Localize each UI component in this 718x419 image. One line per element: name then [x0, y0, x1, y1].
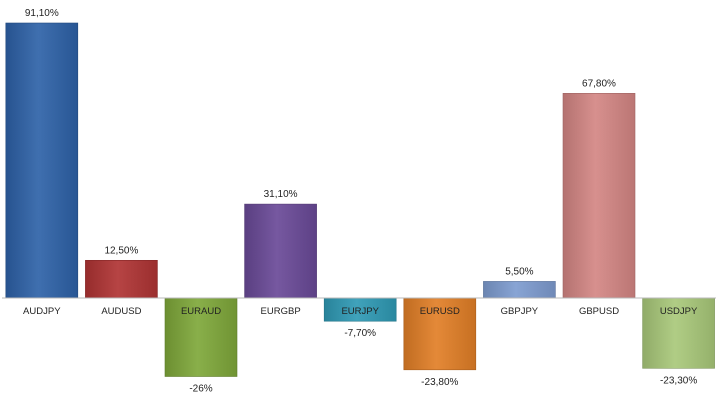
category-label-audjpy: AUDJPY [23, 306, 61, 317]
category-label-eurjpy: EURJPY [341, 306, 379, 317]
labels-group: 91,10% AUDJPY 12,50% AUDUSD -26% EURAUD 31,10%… [23, 8, 698, 395]
value-label-usdjpy: -23,30% [660, 375, 697, 386]
value-label-euraud: -26% [189, 384, 212, 395]
value-label-eurjpy: -7,70% [344, 328, 376, 339]
value-label-eurgbp: 31,10% [264, 189, 298, 200]
bars-group [5, 22, 715, 377]
category-label-gbpjpy: GBPJPY [501, 306, 539, 317]
value-label-audusd: 12,50% [104, 245, 138, 256]
category-label-euraud: EURAUD [181, 306, 221, 317]
bar-usdjpy [642, 297, 715, 369]
value-label-eurusd: -23,80% [421, 377, 458, 388]
bar-eurgbp [244, 203, 317, 299]
category-label-audusd: AUDUSD [101, 306, 141, 317]
bar-gbpusd [562, 93, 636, 299]
bar-gbpjpy [483, 281, 556, 299]
bar-audjpy [5, 22, 79, 299]
bar-euraud [164, 297, 238, 377]
value-label-gbpusd: 67,80% [582, 78, 616, 89]
category-label-eurgbp: EURGBP [261, 306, 301, 317]
category-label-usdjpy: USDJPY [660, 306, 698, 317]
category-label-eurusd: EURUSD [420, 306, 460, 317]
value-label-audjpy: 91,10% [25, 8, 59, 19]
bar-audusd [85, 259, 158, 299]
value-label-gbpjpy: 5,50% [505, 266, 533, 277]
category-label-gbpusd: GBPUSD [579, 306, 619, 317]
